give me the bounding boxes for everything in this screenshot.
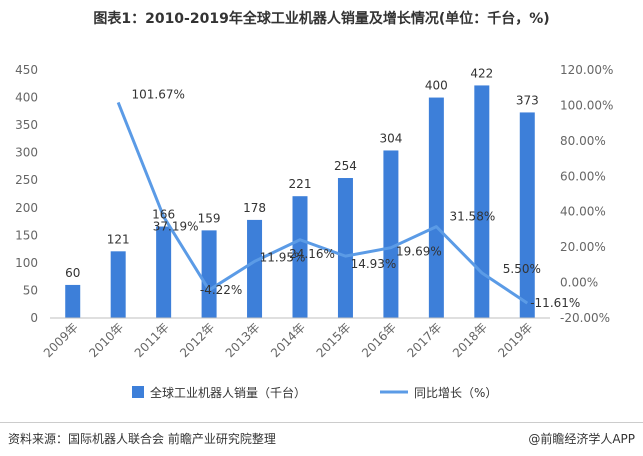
x-axis-tick-label: 2013年 xyxy=(223,320,263,360)
line-value-label: -11.61% xyxy=(530,296,580,310)
bar xyxy=(110,251,126,318)
bar xyxy=(428,97,444,318)
left-axis-tick-label: 450 xyxy=(15,63,38,77)
bar-value-label: 373 xyxy=(516,93,539,107)
line-value-label: 101.67% xyxy=(131,87,184,101)
bar-value-label: 304 xyxy=(379,131,402,145)
bar xyxy=(292,196,308,318)
line-value-label: 31.58% xyxy=(449,210,495,224)
x-axis-tick-label: 2012年 xyxy=(177,320,217,360)
x-axis-tick-label: 2009年 xyxy=(41,320,81,360)
legend-bar-label: 全球工业机器人销量（千台） xyxy=(150,385,306,400)
line-value-label: 14.93% xyxy=(351,257,397,271)
x-axis-tick-label: 2014年 xyxy=(268,320,308,360)
right-axis-tick-label: 40.00% xyxy=(560,205,606,219)
right-axis-tick-label: 80.00% xyxy=(560,134,606,148)
legend: 全球工业机器人销量（千台） 同比增长（%） xyxy=(132,385,497,400)
bar-value-label: 159 xyxy=(198,211,221,225)
x-axis-tick-label: 2016年 xyxy=(359,320,399,360)
bar xyxy=(247,219,263,318)
right-axis-tick-label: 100.00% xyxy=(560,98,613,112)
legend-line-label: 同比增长（%） xyxy=(414,386,497,400)
bar-value-label: 60 xyxy=(65,266,80,280)
line-value-label: 5.50% xyxy=(503,262,541,276)
chart-svg: 0 50 100 150 200 250 300 350 400 450 -20.00% 0.00%… xyxy=(15,63,613,400)
bar xyxy=(474,85,490,318)
brand-mark: @前瞻经济学人APP xyxy=(528,432,635,446)
bar-value-label: 121 xyxy=(107,232,130,246)
x-axis-tick-label: 2010年 xyxy=(86,320,126,360)
line-value-label: 37.19% xyxy=(153,220,199,234)
bar xyxy=(337,178,353,318)
legend-bar-swatch xyxy=(132,386,144,398)
left-axis: 0 50 100 150 200 250 300 350 400 450 xyxy=(15,63,38,325)
right-axis-tick-label: 0.00% xyxy=(560,276,598,290)
bar-labels: 60 121 166 159 178 221 254 304 400 422 373 xyxy=(65,66,539,280)
right-axis-tick-label: -20.00% xyxy=(560,311,610,325)
bar-value-label: 254 xyxy=(334,159,357,173)
bar-value-label: 400 xyxy=(425,79,448,93)
line-value-label: 24.16% xyxy=(289,247,335,261)
left-axis-tick-label: 400 xyxy=(15,91,38,105)
x-axis-tick-label: 2015年 xyxy=(314,320,354,360)
x-axis-tick-label: 2018年 xyxy=(450,320,490,360)
bar xyxy=(519,112,535,319)
right-axis-tick-label: 20.00% xyxy=(560,240,606,254)
x-axis: 2009年 2010年 2011年 2012年 2013年 2014年 2015年 2016年… xyxy=(41,317,550,360)
growth-line xyxy=(116,101,529,305)
right-axis-tick-label: 120.00% xyxy=(560,63,613,77)
chart-title: 图表1：2010-2019年全球工业机器人销量及增长情况(单位：千台，%) xyxy=(93,11,550,27)
right-axis-tick-label: 60.00% xyxy=(560,169,606,183)
bar xyxy=(201,230,217,318)
bar xyxy=(383,150,399,318)
left-axis-tick-label: 300 xyxy=(15,146,38,160)
line-value-label: 19.69% xyxy=(396,245,442,259)
left-axis-tick-label: 100 xyxy=(15,256,38,270)
line-value-label: 11.95% xyxy=(260,250,306,264)
x-axis-tick-label: 2011年 xyxy=(132,320,172,360)
footer-divider xyxy=(0,422,643,423)
left-axis-tick-label: 0 xyxy=(30,311,38,325)
bar-value-label: 221 xyxy=(289,177,312,191)
source-note: 资料来源：国际机器人联合会 前瞻产业研究院整理 xyxy=(8,432,276,446)
left-axis-tick-label: 150 xyxy=(15,228,38,242)
bars-layer xyxy=(65,85,535,319)
bar-value-label: 166 xyxy=(152,208,175,222)
line-value-label: -4.22% xyxy=(200,283,242,297)
left-axis-tick-label: 250 xyxy=(15,173,38,187)
x-axis-tick-label: 2017年 xyxy=(405,320,445,360)
bar-value-label: 422 xyxy=(470,66,493,80)
line-labels: 101.67% 37.19% -4.22% 11.95%24.16% 14.93%19.… xyxy=(131,87,580,310)
x-axis-tick-label: 2019年 xyxy=(495,320,535,360)
left-axis-tick-label: 350 xyxy=(15,118,38,132)
left-axis-tick-label: 200 xyxy=(15,201,38,215)
line-layer xyxy=(116,101,529,305)
bar xyxy=(65,284,81,318)
left-axis-tick-label: 50 xyxy=(23,283,38,297)
right-axis: -20.00% 0.00% 20.00% 40.00% 60.00% 80.00% 100.… xyxy=(560,63,613,325)
bar xyxy=(156,226,172,318)
bar-value-label: 178 xyxy=(243,201,266,215)
